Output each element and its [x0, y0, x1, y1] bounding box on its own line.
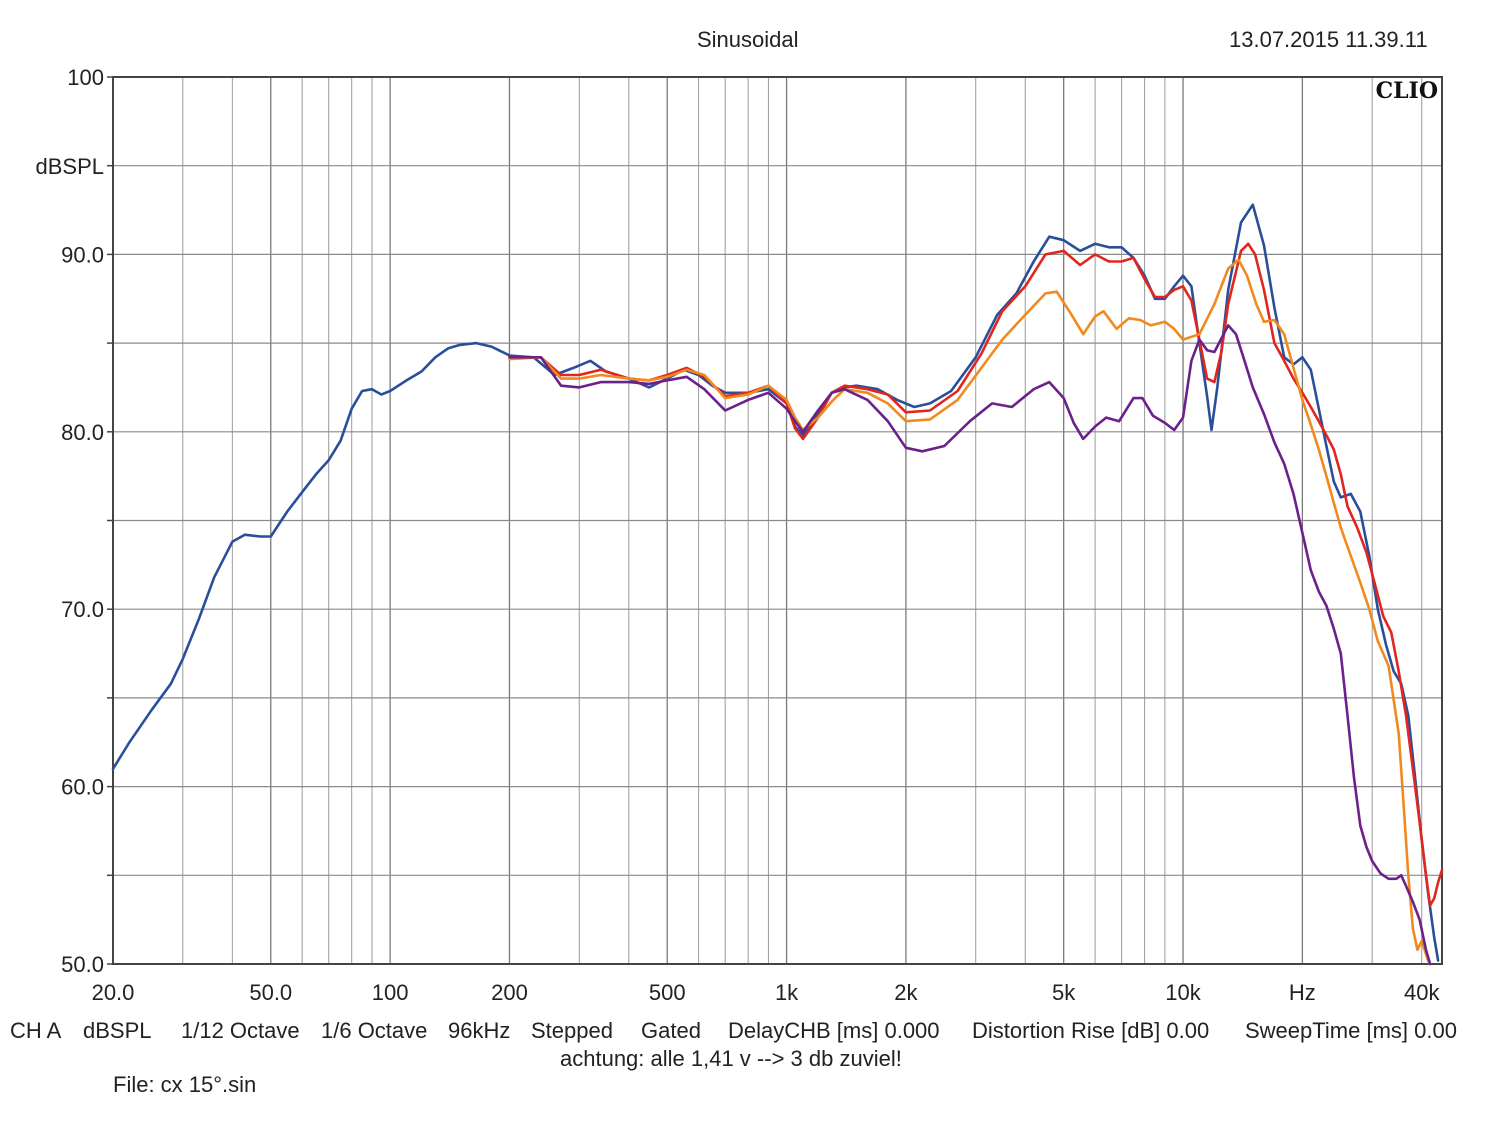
x-tick-label: 2k: [894, 980, 918, 1005]
series-line-1: [111, 203, 1440, 962]
y-tick-label: 50.0: [61, 952, 104, 977]
x-tick-label: 50.0: [249, 980, 292, 1005]
x-tick-label: 40k: [1404, 980, 1440, 1005]
x-tick-label: 200: [491, 980, 528, 1005]
x-tick-label: 500: [649, 980, 686, 1005]
y-tick-label: 90.0: [61, 242, 104, 267]
status-delay: DelayCHB [ms] 0.000: [728, 1018, 940, 1043]
x-tick-label: 5k: [1052, 980, 1076, 1005]
series-layer: [111, 203, 1444, 966]
plot-frame: [112, 76, 1443, 965]
timestamp: 13.07.2015 11.39.11: [1229, 27, 1428, 52]
status-channel: CH A: [10, 1018, 62, 1043]
y-axis-label: dBSPL: [36, 154, 105, 179]
status-sweeptime: SweepTime [ms] 0.00: [1245, 1018, 1457, 1043]
x-tick-label: 100: [372, 980, 409, 1005]
status-mode: Stepped: [531, 1018, 613, 1043]
series-line-4: [508, 324, 1432, 966]
y-tick-label: 80.0: [61, 420, 104, 445]
status-smoothing-2: 1/6 Octave: [321, 1018, 428, 1043]
y-tick-label: 70.0: [61, 597, 104, 622]
status-smoothing-1: 1/12 Octave: [181, 1018, 300, 1043]
note-text: achtung: alle 1,41 v --> 3 db zuviel!: [560, 1046, 902, 1071]
x-tick-label: 1k: [775, 980, 799, 1005]
y-tick-label: 60.0: [61, 775, 104, 800]
tick-labels: 100 90.0 80.0 70.0 60.0 50.0 20.0 50.0 100 200 500…: [61, 65, 1440, 1005]
y-tick-label: 100: [67, 65, 104, 90]
status-gating: Gated: [641, 1018, 701, 1043]
brand-logo: CLIO: [1376, 78, 1438, 104]
major-grid: [107, 76, 1442, 965]
x-tick-label: 10k: [1165, 980, 1201, 1005]
x-tick-label: 20.0: [92, 980, 135, 1005]
status-unit: dBSPL: [83, 1018, 152, 1043]
chart-title: Sinusoidal: [697, 27, 799, 52]
series-line-3: [508, 258, 1432, 966]
status-samplerate: 96kHz: [448, 1018, 511, 1043]
status-distortion: Distortion Rise [dB] 0.00: [972, 1018, 1210, 1043]
x-tick-label: Hz: [1289, 980, 1316, 1005]
file-name: File: cx 15°.sin: [113, 1072, 257, 1097]
